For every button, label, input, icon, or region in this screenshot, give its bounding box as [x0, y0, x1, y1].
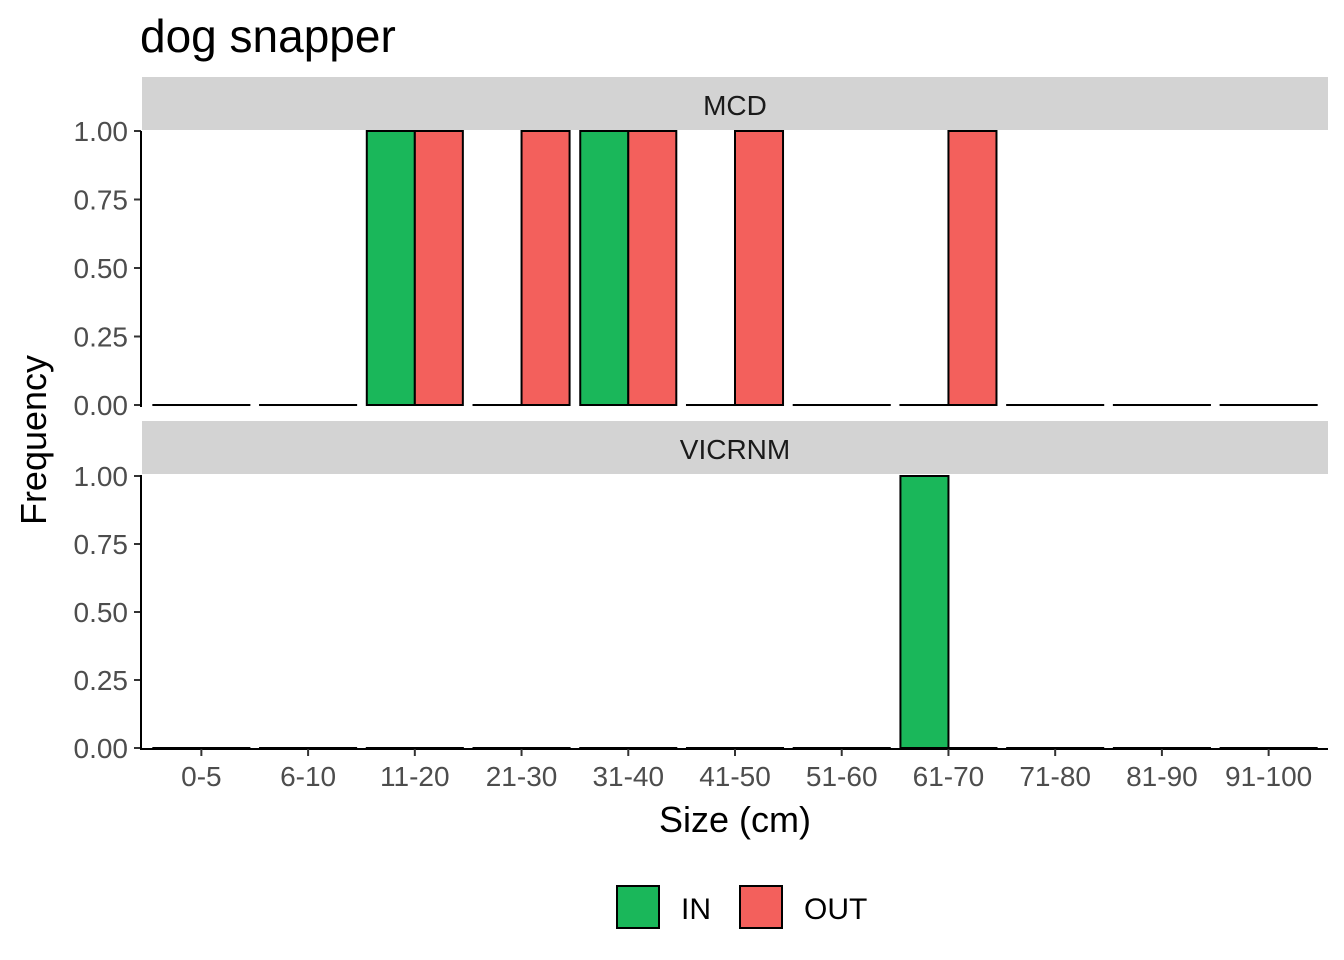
- x-tick-label: 51-60: [806, 761, 878, 792]
- y-tick-label: 0.25: [74, 665, 129, 696]
- strip-vicrnm: [142, 421, 1328, 474]
- x-tick-label: 41-50: [699, 761, 771, 792]
- legend-label-out: OUT: [804, 893, 867, 926]
- y-axis-title: Frequency: [13, 355, 54, 525]
- y-tick-label: 1.00: [74, 116, 129, 147]
- x-tick-label: 71-80: [1019, 761, 1091, 792]
- bar-mcd-out-21-30: [520, 130, 571, 406]
- chart-title: dog snapper: [140, 10, 396, 62]
- x-tick-label: 11-20: [380, 761, 450, 792]
- strip-label-mcd: MCD: [703, 90, 767, 121]
- bar-mcd-in-31-40: [579, 130, 630, 406]
- bars-mcd: [152, 130, 1318, 407]
- legend-swatch-in: [616, 885, 660, 929]
- x-tick-label: 31-40: [592, 761, 664, 792]
- facet-mcd: MCD 0.00 0.25 0.50 0.75 1.00: [74, 77, 1328, 421]
- x-tick-label: 21-30: [486, 761, 558, 792]
- y-axis-vicrnm: 0.00 0.25 0.50 0.75 1.00: [74, 461, 141, 764]
- y-tick-label: 0.00: [74, 390, 129, 421]
- x-tick-label: 91-100: [1225, 761, 1312, 792]
- bar-mcd-out-61-70: [947, 130, 998, 406]
- x-tick-label: 81-90: [1126, 761, 1198, 792]
- bar-mcd-out-11-20: [413, 130, 464, 406]
- x-axis-title: Size (cm): [659, 799, 811, 840]
- x-tick-label: 6-10: [280, 761, 336, 792]
- bar-mcd-in-11-20: [365, 130, 416, 406]
- y-tick-label: 1.00: [74, 461, 129, 492]
- y-tick-label: 0.00: [74, 733, 129, 764]
- x-tick-label: 61-70: [913, 761, 985, 792]
- y-tick-label: 0.50: [74, 253, 129, 284]
- bar-mcd-out-31-40: [627, 130, 678, 406]
- y-tick-label: 0.75: [74, 185, 129, 216]
- facet-vicrnm: VICRNM 0.00 0.25 0.50 0.75 1.00: [74, 421, 1328, 764]
- legend-label-in: IN: [681, 893, 711, 926]
- y-tick-label: 0.25: [74, 322, 129, 353]
- x-tick-label: 0-5: [181, 761, 221, 792]
- x-axis: 0-5 6-10 11-20 21-30 31-40 41-50 51-60 61-70 71-…: [181, 749, 1312, 792]
- legend: IN OUT: [616, 885, 867, 929]
- legend-swatch-out: [739, 885, 783, 929]
- y-tick-label: 0.75: [74, 529, 129, 560]
- bar-mcd-out-41-50: [734, 130, 785, 406]
- bar-vicrnm-in-61-70: [899, 475, 950, 749]
- bars-vicrnm: [152, 475, 1318, 750]
- y-axis-mcd: 0.00 0.25 0.50 0.75 1.00: [74, 116, 141, 421]
- strip-label-vicrnm: VICRNM: [680, 434, 790, 465]
- y-tick-label: 0.50: [74, 597, 129, 628]
- strip-mcd: [142, 77, 1328, 130]
